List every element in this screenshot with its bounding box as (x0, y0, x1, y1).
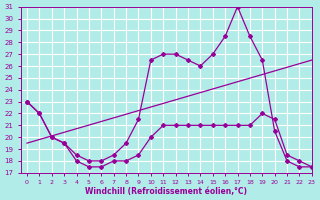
X-axis label: Windchill (Refroidissement éolien,°C): Windchill (Refroidissement éolien,°C) (85, 187, 247, 196)
